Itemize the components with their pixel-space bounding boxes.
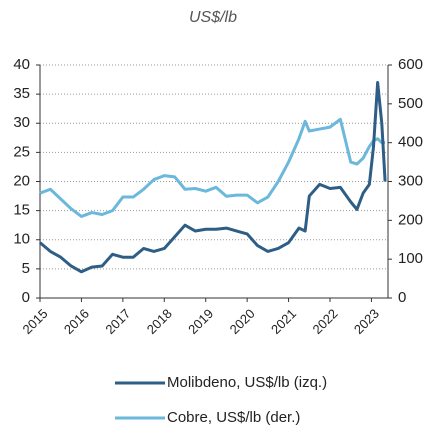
- legend-label: Cobre, US$/lb (der.): [167, 409, 300, 426]
- y2-tick-label: 600: [398, 56, 423, 73]
- series-line: [39, 80, 387, 274]
- y2-tick-label: 500: [398, 95, 423, 112]
- y-tick-label: 10: [13, 231, 30, 248]
- y-tick-label: 40: [13, 56, 30, 73]
- y-tick-label: 15: [13, 202, 30, 219]
- x-tick-label: 2019: [185, 306, 216, 337]
- x-tick-label: 2020: [227, 306, 258, 337]
- x-tick-label: 2016: [61, 306, 92, 337]
- y2-tick-label: 0: [398, 289, 406, 306]
- y-tick-label: 5: [22, 260, 30, 277]
- x-tick-label: 2018: [144, 306, 175, 337]
- chart-title: US$/lb: [189, 9, 237, 26]
- y-tick-label: 20: [13, 172, 30, 189]
- y2-tick-label: 100: [398, 250, 423, 267]
- y2-tick-label: 300: [398, 172, 423, 189]
- y-tick-label: 25: [13, 143, 30, 160]
- x-tick-label: 2015: [19, 306, 50, 337]
- x-tick-label: 2021: [268, 306, 299, 337]
- x-tick-label: 2023: [351, 306, 382, 337]
- y-tick-label: 30: [13, 114, 30, 131]
- x-tick-label: 2017: [102, 306, 133, 337]
- legend-label: Molibdeno, US$/lb (izq.): [167, 374, 327, 391]
- series-line: [39, 117, 386, 218]
- y-tick-label: 35: [13, 85, 30, 102]
- y-tick-label: 0: [22, 289, 30, 306]
- y2-tick-label: 200: [398, 211, 423, 228]
- x-tick-label: 2022: [309, 306, 340, 337]
- y2-tick-label: 400: [398, 134, 423, 151]
